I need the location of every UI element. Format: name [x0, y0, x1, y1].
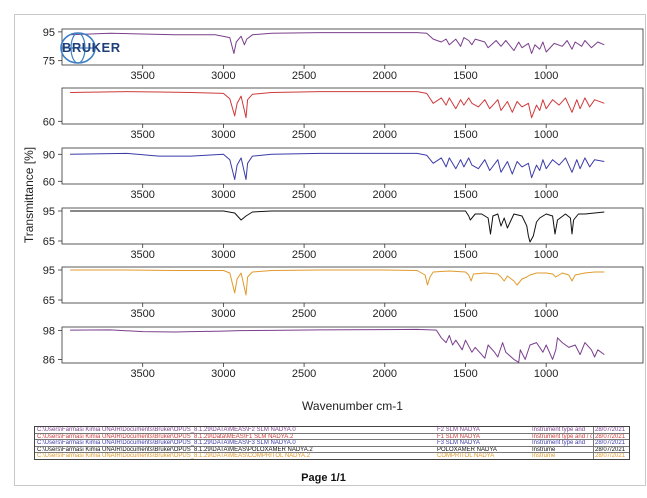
legend-row: C:\Users\Farmasi Kimia UNAIR\Documents\B… — [35, 433, 629, 440]
legend-date: 28/07/2021 — [593, 440, 629, 446]
legend-path: C:\Users\Farmasi Kimia UNAIR\Documents\B… — [37, 460, 437, 461]
x-tick-label: 1500 — [453, 308, 477, 320]
legend-date: 28/07/2021 — [593, 427, 629, 433]
y-tick-label: 95 — [43, 27, 55, 39]
y-tick-label: 65 — [43, 236, 55, 248]
legend-desc: Instrument type and — [532, 440, 586, 446]
x-tick-label: 2500 — [292, 308, 316, 320]
panel-frame-2 — [61, 87, 644, 125]
legend-date: 28/07/2021 — [593, 446, 629, 453]
x-tick-label: 1000 — [534, 70, 558, 82]
x-tick-label: 2500 — [292, 129, 316, 141]
legend-desc: Instrument type and / or accessory — [532, 460, 592, 461]
x-tick-label: 1000 — [534, 189, 558, 201]
spectra-legend-table: C:\Users\Farmasi Kimia UNAIR\Documents\B… — [34, 426, 630, 460]
legend-name: F2 SLM NADYA — [437, 427, 480, 433]
panel-frame-1 — [61, 28, 644, 66]
x-tick-label: 3500 — [130, 368, 154, 380]
y-tick-label: 90 — [43, 149, 55, 161]
x-tick-label: 2000 — [373, 70, 397, 82]
legend-name: F1 SLM NADYA — [437, 433, 480, 440]
page-number: Page 1/1 — [301, 472, 346, 484]
x-tick-label: 3500 — [130, 249, 154, 261]
legend-name: Quercetin — [437, 460, 532, 461]
y-tick-label: 65 — [43, 295, 55, 307]
y-tick-label: 60 — [43, 176, 55, 188]
spectrum-line-3 — [70, 152, 605, 180]
y-tick-label: 95 — [43, 265, 55, 277]
x-tick-label: 1000 — [534, 308, 558, 320]
y-axis-label: Transmittance [%] — [22, 147, 36, 243]
legend-desc: Instrume — [532, 446, 556, 453]
x-tick-label: 1500 — [453, 249, 477, 261]
x-tick-label: 2000 — [373, 249, 397, 261]
x-tick-label: 2000 — [373, 189, 397, 201]
spectrum-line-6 — [70, 328, 605, 363]
legend-name: POLOXAMER NADYA — [437, 446, 497, 453]
legend-row: C:\Users\Farmasi Kimia UNAIR\Documents\B… — [35, 427, 629, 434]
spectrum-line-4 — [70, 210, 605, 243]
x-tick-label: 3000 — [211, 189, 235, 201]
x-tick-label: 3000 — [211, 249, 235, 261]
legend-name: COMPRITOL NADYA — [437, 453, 495, 459]
legend-desc: Instrument type and — [532, 427, 586, 433]
y-tick-label: 95 — [43, 206, 55, 218]
x-tick-label: 3500 — [130, 308, 154, 320]
x-tick-label: 3000 — [211, 308, 235, 320]
legend-row: C:\Users\Farmasi Kimia UNAIR\Documents\B… — [35, 446, 629, 453]
legend-path: C:\Users\Farmasi Kimia UNAIR\Documents\B… — [37, 427, 296, 433]
y-tick-label: 86 — [43, 354, 55, 366]
legend-date: 28/07/2021 — [593, 433, 629, 440]
x-tick-label: 2500 — [292, 189, 316, 201]
x-tick-label: 1500 — [453, 189, 477, 201]
legend-date: 22/04/2021 — [593, 460, 629, 461]
x-tick-label: 3500 — [130, 189, 154, 201]
x-tick-label: 2500 — [292, 70, 316, 82]
svg-text:BRUKER: BRUKER — [62, 40, 121, 55]
legend-row: C:\Users\Farmasi Kimia UNAIR\Documents\B… — [35, 440, 629, 447]
x-tick-label: 3000 — [211, 368, 235, 380]
y-tick-label: 75 — [43, 56, 55, 68]
x-tick-label: 2000 — [373, 129, 397, 141]
spectrum-line-2 — [70, 91, 605, 119]
document-page — [14, 14, 646, 486]
x-tick-label: 1000 — [534, 368, 558, 380]
legend-desc: Instrume — [532, 453, 556, 459]
x-tick-label: 3000 — [211, 70, 235, 82]
x-tick-label: 3000 — [211, 129, 235, 141]
x-tick-label: 2500 — [292, 368, 316, 380]
legend-row: C:\Users\Farmasi Kimia UNAIR\Documents\B… — [35, 460, 629, 461]
x-tick-label: 2500 — [292, 249, 316, 261]
legend-path: C:\Users\Farmasi Kimia UNAIR\Documents\B… — [37, 433, 294, 440]
legend-path: C:\Users\Farmasi Kimia UNAIR\Documents\B… — [37, 440, 296, 446]
panel-frame-6 — [61, 326, 644, 364]
x-axis-label: Wavenumber cm-1 — [302, 399, 403, 413]
x-tick-label: 2000 — [373, 308, 397, 320]
legend-desc: Instrument type and / c — [532, 433, 592, 440]
y-tick-label: 98 — [43, 326, 55, 338]
spectrum-line-1 — [70, 32, 605, 54]
bruker-logo-icon: BRUKER — [60, 32, 121, 64]
y-tick-label: 60 — [43, 116, 55, 128]
legend-row: C:\Users\Farmasi Kimia UNAIR\Documents\B… — [35, 453, 629, 459]
x-tick-label: 1000 — [534, 249, 558, 261]
x-tick-label: 1500 — [453, 129, 477, 141]
panel-frame-3 — [61, 147, 644, 185]
x-tick-label: 3500 — [130, 129, 154, 141]
spectrum-line-5 — [70, 269, 605, 296]
x-tick-label: 2000 — [373, 368, 397, 380]
legend-path: C:\Users\Farmasi Kimia UNAIR\Documents\B… — [37, 446, 313, 453]
x-tick-label: 1500 — [453, 70, 477, 82]
legend-name: F3 SLM NADYA — [437, 440, 480, 446]
panel-frame-4 — [61, 207, 644, 245]
panel-frame-5 — [61, 266, 644, 304]
bruker-logo: BRUKER — [56, 30, 144, 66]
legend-path: C:\Users\Farmasi Kimia UNAIR\Documents\B… — [37, 453, 311, 459]
x-tick-label: 3500 — [130, 70, 154, 82]
x-tick-label: 1500 — [453, 368, 477, 380]
x-tick-label: 1000 — [534, 129, 558, 141]
ftir-spectra-chart: 3500 3000 2500 2000 1500 1000 95 75 3500 3000 2500… — [22, 27, 644, 413]
legend-date: 28/07/2021 — [593, 453, 629, 459]
